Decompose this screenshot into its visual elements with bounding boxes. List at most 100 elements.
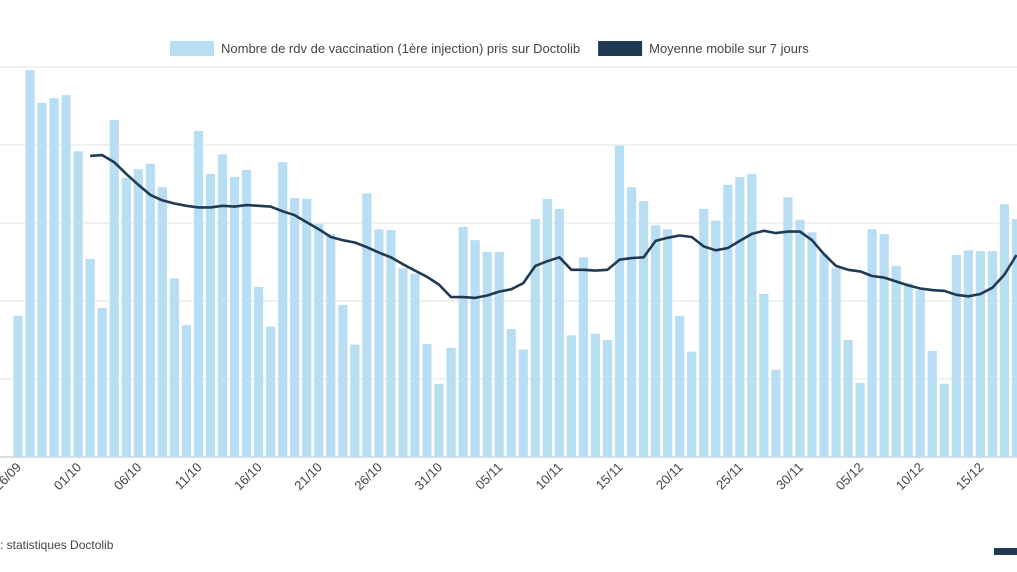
- bar: [735, 176, 745, 458]
- bar: [85, 258, 95, 457]
- bar: [975, 251, 985, 457]
- bar: [458, 226, 468, 457]
- bar: [61, 95, 71, 457]
- bar: [410, 273, 420, 457]
- bar: [927, 350, 937, 457]
- bar: [1011, 219, 1017, 457]
- bar: [723, 184, 733, 457]
- bar: [951, 254, 961, 457]
- bar: [482, 251, 492, 457]
- bar: [675, 315, 685, 457]
- bar: [422, 343, 432, 457]
- bar: [302, 198, 312, 457]
- bar: [879, 233, 889, 457]
- x-tick-label: 20/11: [653, 460, 686, 493]
- bar: [506, 329, 516, 457]
- bar: [205, 173, 216, 458]
- x-tick-label: 16/10: [231, 460, 265, 494]
- bar: [963, 250, 973, 457]
- bar: [169, 278, 179, 457]
- bar: [386, 230, 396, 457]
- x-tick-label: 10/12: [893, 460, 927, 494]
- x-tick-label: 26/10: [351, 460, 385, 494]
- legend-swatch: [170, 41, 214, 56]
- bar: [494, 251, 504, 457]
- legend-label: Moyenne mobile sur 7 jours: [649, 41, 809, 56]
- logo-bar: [994, 548, 1017, 555]
- bar: [590, 333, 601, 457]
- bar: [903, 283, 913, 457]
- x-tick-label: 31/10: [412, 460, 446, 494]
- bar: [542, 198, 552, 457]
- bar: [266, 326, 276, 457]
- bar: [97, 308, 107, 457]
- bar: [711, 220, 721, 457]
- bar: [37, 102, 47, 457]
- bar: [241, 169, 252, 457]
- bar: [578, 257, 589, 457]
- bar: [638, 201, 649, 457]
- x-tick-label: 05/11: [472, 460, 505, 493]
- bar: [987, 251, 998, 457]
- bar: [831, 268, 841, 457]
- x-tick-label: 06/10: [111, 460, 145, 494]
- x-tick-label: 15/12: [953, 460, 987, 494]
- x-tick-label: 01/10: [51, 460, 85, 494]
- line: [90, 153, 1017, 300]
- bar: [626, 187, 637, 457]
- bar: [121, 177, 131, 457]
- source: : statistiques Doctolib: [0, 538, 114, 552]
- bar: [314, 223, 324, 457]
- bar: [470, 240, 480, 457]
- bar: [229, 176, 240, 458]
- x-tick-label: 30/11: [773, 460, 806, 493]
- bar: [807, 232, 817, 457]
- x-tick-label: 11/10: [172, 460, 205, 493]
- bar: [518, 349, 528, 457]
- bar: [566, 335, 576, 457]
- bar: [687, 351, 697, 457]
- x-tick-label: 10/11: [533, 460, 566, 493]
- bar: [699, 208, 709, 457]
- bar: [25, 70, 35, 458]
- bar: [374, 229, 384, 457]
- bar: [999, 204, 1010, 457]
- bar: [771, 369, 781, 457]
- bar: [819, 254, 829, 457]
- bar: [181, 325, 192, 457]
- bar: [278, 162, 288, 457]
- bar: [650, 225, 661, 457]
- bar: [290, 198, 300, 458]
- bar: [855, 382, 865, 457]
- x-tick-label: 26/09: [0, 460, 24, 494]
- x-tick-label: 15/11: [593, 460, 626, 493]
- bar: [398, 268, 408, 457]
- bar: [747, 173, 757, 458]
- bar: [49, 98, 59, 457]
- bar: [602, 340, 613, 457]
- x-tick-label: 05/12: [833, 460, 867, 494]
- bar: [217, 154, 228, 458]
- bar: [795, 219, 805, 457]
- bar: [157, 187, 167, 457]
- bar: [254, 286, 264, 457]
- bar: [13, 315, 23, 457]
- bar: [843, 340, 853, 457]
- x-tick-label: 21/10: [291, 460, 325, 494]
- bar: [350, 344, 360, 457]
- bar: [109, 120, 119, 457]
- bar: [530, 219, 540, 457]
- bar: [362, 193, 372, 458]
- bar: [759, 293, 769, 457]
- bar: [867, 229, 877, 457]
- bar: [939, 383, 949, 457]
- bar: [446, 347, 456, 457]
- bar: [145, 163, 155, 457]
- bar: [554, 208, 564, 457]
- legend-label: Nombre de rdv de vaccination (1ère injec…: [221, 41, 580, 56]
- bar: [614, 145, 625, 457]
- legend-swatch: [598, 41, 643, 56]
- bar: [133, 169, 143, 457]
- bar: [73, 151, 83, 458]
- bar: [663, 229, 673, 457]
